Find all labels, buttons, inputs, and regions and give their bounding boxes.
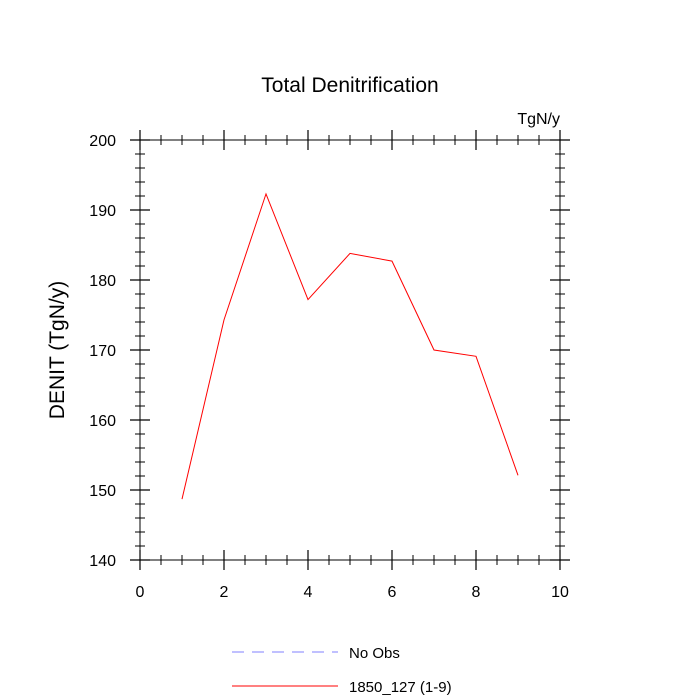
legend-label-0: No Obs: [349, 645, 400, 662]
y-tick-label: 160: [89, 413, 116, 430]
y-tick-label: 140: [89, 553, 116, 570]
x-tick-label: 6: [388, 584, 397, 601]
y-tick-label: 190: [89, 203, 116, 220]
y-tick-label: 170: [89, 343, 116, 360]
series-layer: [181, 192, 519, 500]
x-tick-label: 2: [220, 584, 229, 601]
y-tick-label: 150: [89, 483, 116, 500]
y-tick-label: 200: [89, 133, 116, 150]
x-tick-label: 8: [472, 584, 481, 601]
y-tick-label: 180: [89, 273, 116, 290]
series-line-1: [181, 192, 519, 500]
y-axis-label: DENIT (TgN/y): [46, 281, 69, 419]
plot-frame: [139, 139, 561, 561]
legend-label-1: 1850_127 (1-9): [349, 679, 452, 696]
units-label: TgN/y: [517, 111, 560, 128]
legend: No Obs 1850_127 (1-9): [232, 645, 452, 696]
axis-ticks: 0 2 4 6 8 10 140 150 160 170 180 190 200: [89, 130, 570, 601]
x-tick-label: 10: [551, 584, 569, 601]
x-tick-label: 0: [136, 584, 145, 601]
chart-title: Total Denitrification: [261, 74, 438, 97]
x-tick-label: 4: [304, 584, 313, 601]
